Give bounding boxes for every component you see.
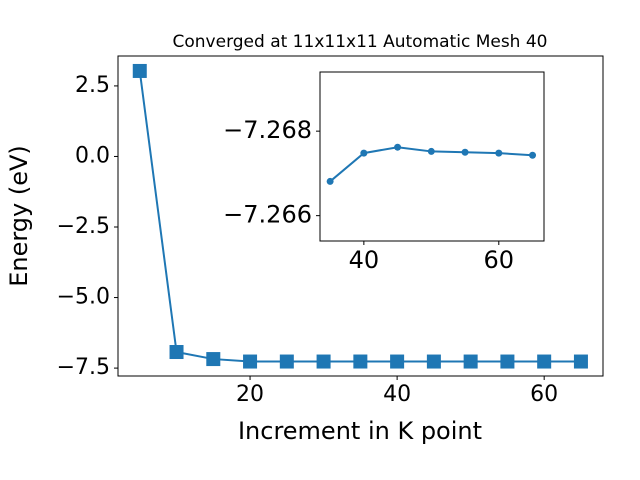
marker xyxy=(463,354,478,369)
y-axis-label: Energy (eV) xyxy=(5,145,33,287)
plot-area xyxy=(320,72,544,241)
x-axis-label: Increment in K point xyxy=(238,417,482,445)
y-tick-label: −7.268 xyxy=(223,116,312,144)
y-tick-label: 2.5 xyxy=(75,73,110,98)
plot-frame xyxy=(117,55,604,377)
marker xyxy=(132,63,147,78)
marker xyxy=(353,354,368,369)
x-tick-label: 60 xyxy=(530,382,558,407)
marker xyxy=(461,148,469,156)
marker xyxy=(537,354,552,369)
marker xyxy=(426,354,441,369)
marker xyxy=(360,149,368,157)
x-tick-label: 20 xyxy=(236,382,264,407)
plot-frame xyxy=(319,71,545,242)
y-tick-label: 0.0 xyxy=(75,143,110,168)
marker xyxy=(169,345,184,360)
marker xyxy=(243,354,258,369)
x-tick-label: 40 xyxy=(383,382,411,407)
y-tick-label: −5.0 xyxy=(57,285,110,310)
chart-title: Converged at 11x11x11 Automatic Mesh 40 xyxy=(173,32,548,52)
y-tick-label: −2.5 xyxy=(57,214,110,239)
marker xyxy=(500,354,515,369)
marker xyxy=(394,143,402,151)
marker xyxy=(326,177,334,185)
marker xyxy=(316,354,331,369)
marker xyxy=(390,354,405,369)
marker xyxy=(573,354,588,369)
marker xyxy=(279,354,294,369)
marker xyxy=(206,352,221,367)
x-tick-label: 60 xyxy=(484,246,515,274)
x-tick-label: 40 xyxy=(349,246,380,274)
y-tick-label: −7.5 xyxy=(57,355,110,380)
marker xyxy=(495,149,503,157)
marker xyxy=(427,147,435,155)
marker xyxy=(529,151,537,159)
y-tick-label: −7.266 xyxy=(223,201,312,229)
